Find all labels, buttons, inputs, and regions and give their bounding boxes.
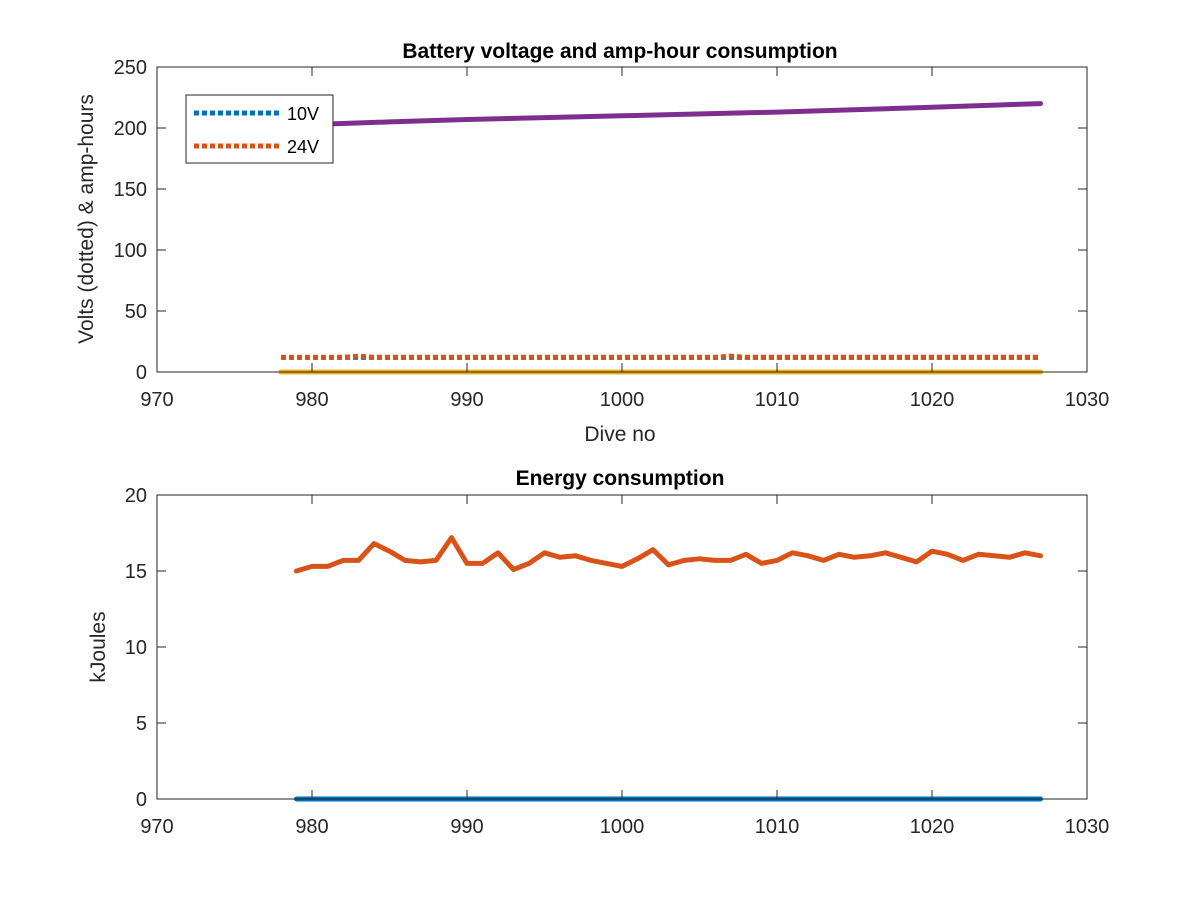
battery-series-24v-line xyxy=(281,353,1041,360)
energy-y-tick-label: 10 xyxy=(125,637,147,659)
battery-x-tick-label: 1000 xyxy=(600,389,645,411)
battery-series-3-line xyxy=(278,101,1043,129)
battery-chart-title: Battery voltage and amp-hour consumption xyxy=(402,40,837,63)
energy-y-tick-label: 15 xyxy=(125,561,147,583)
energy-y-tick-label: 0 xyxy=(136,789,147,811)
energy-x-tick-label: 1000 xyxy=(600,816,645,838)
battery-x-tick-label: 970 xyxy=(140,389,173,411)
battery-y-tick-label: 100 xyxy=(114,240,147,262)
battery-x-tick-label: 1010 xyxy=(755,389,800,411)
energy-axes-background xyxy=(157,495,1087,799)
energy-chart: 970 980 990 1000 1010 1020 1030 0 5 10 15 20 Energ… xyxy=(87,467,1109,838)
battery-x-tick-label: 1030 xyxy=(1065,389,1110,411)
battery-y-tick-label: 200 xyxy=(114,118,147,140)
battery-y-tick-label: 250 xyxy=(114,57,147,79)
energy-chart-title: Energy consumption xyxy=(516,467,725,490)
energy-x-tick-label: 970 xyxy=(140,816,173,838)
energy-y-ticks: 0 5 10 15 20 xyxy=(125,485,1087,811)
battery-x-tick-label: 1020 xyxy=(910,389,955,411)
legend-label-10v: 10V xyxy=(287,104,319,124)
legend-label-24v: 24V xyxy=(287,137,319,157)
battery-legend: 10V 24V xyxy=(185,94,334,164)
energy-x-ticks: 970 980 990 1000 1010 1020 1030 xyxy=(140,495,1109,838)
energy-x-tick-label: 990 xyxy=(450,816,483,838)
energy-x-tick-label: 1020 xyxy=(910,816,955,838)
battery-y-tick-label: 150 xyxy=(114,179,147,201)
battery-x-axis-label: Dive no xyxy=(584,423,655,446)
energy-y-axis-label: kJoules xyxy=(87,611,110,682)
battery-x-ticks: 970 980 990 1000 1010 1020 1030 xyxy=(140,67,1109,411)
energy-plot-area xyxy=(156,494,1088,802)
energy-x-tick-label: 980 xyxy=(295,816,328,838)
energy-x-tick-label: 1010 xyxy=(755,816,800,838)
energy-y-tick-label: 5 xyxy=(136,713,147,735)
battery-y-axis-label: Volts (dotted) & amp-hours xyxy=(75,94,98,344)
battery-x-tick-label: 990 xyxy=(450,389,483,411)
battery-y-ticks: 0 50 100 150 200 250 xyxy=(114,57,1087,384)
battery-chart: 970 980 990 1000 1010 1020 1030 0 50 100 150 200 25… xyxy=(75,40,1109,446)
energy-y-tick-label: 20 xyxy=(125,485,147,507)
legend-box xyxy=(185,94,334,164)
battery-x-tick-label: 980 xyxy=(295,389,328,411)
battery-y-tick-label: 50 xyxy=(125,301,147,323)
energy-x-tick-label: 1030 xyxy=(1065,816,1110,838)
battery-y-tick-label: 0 xyxy=(136,362,147,384)
energy-series-1-line xyxy=(294,535,1043,574)
